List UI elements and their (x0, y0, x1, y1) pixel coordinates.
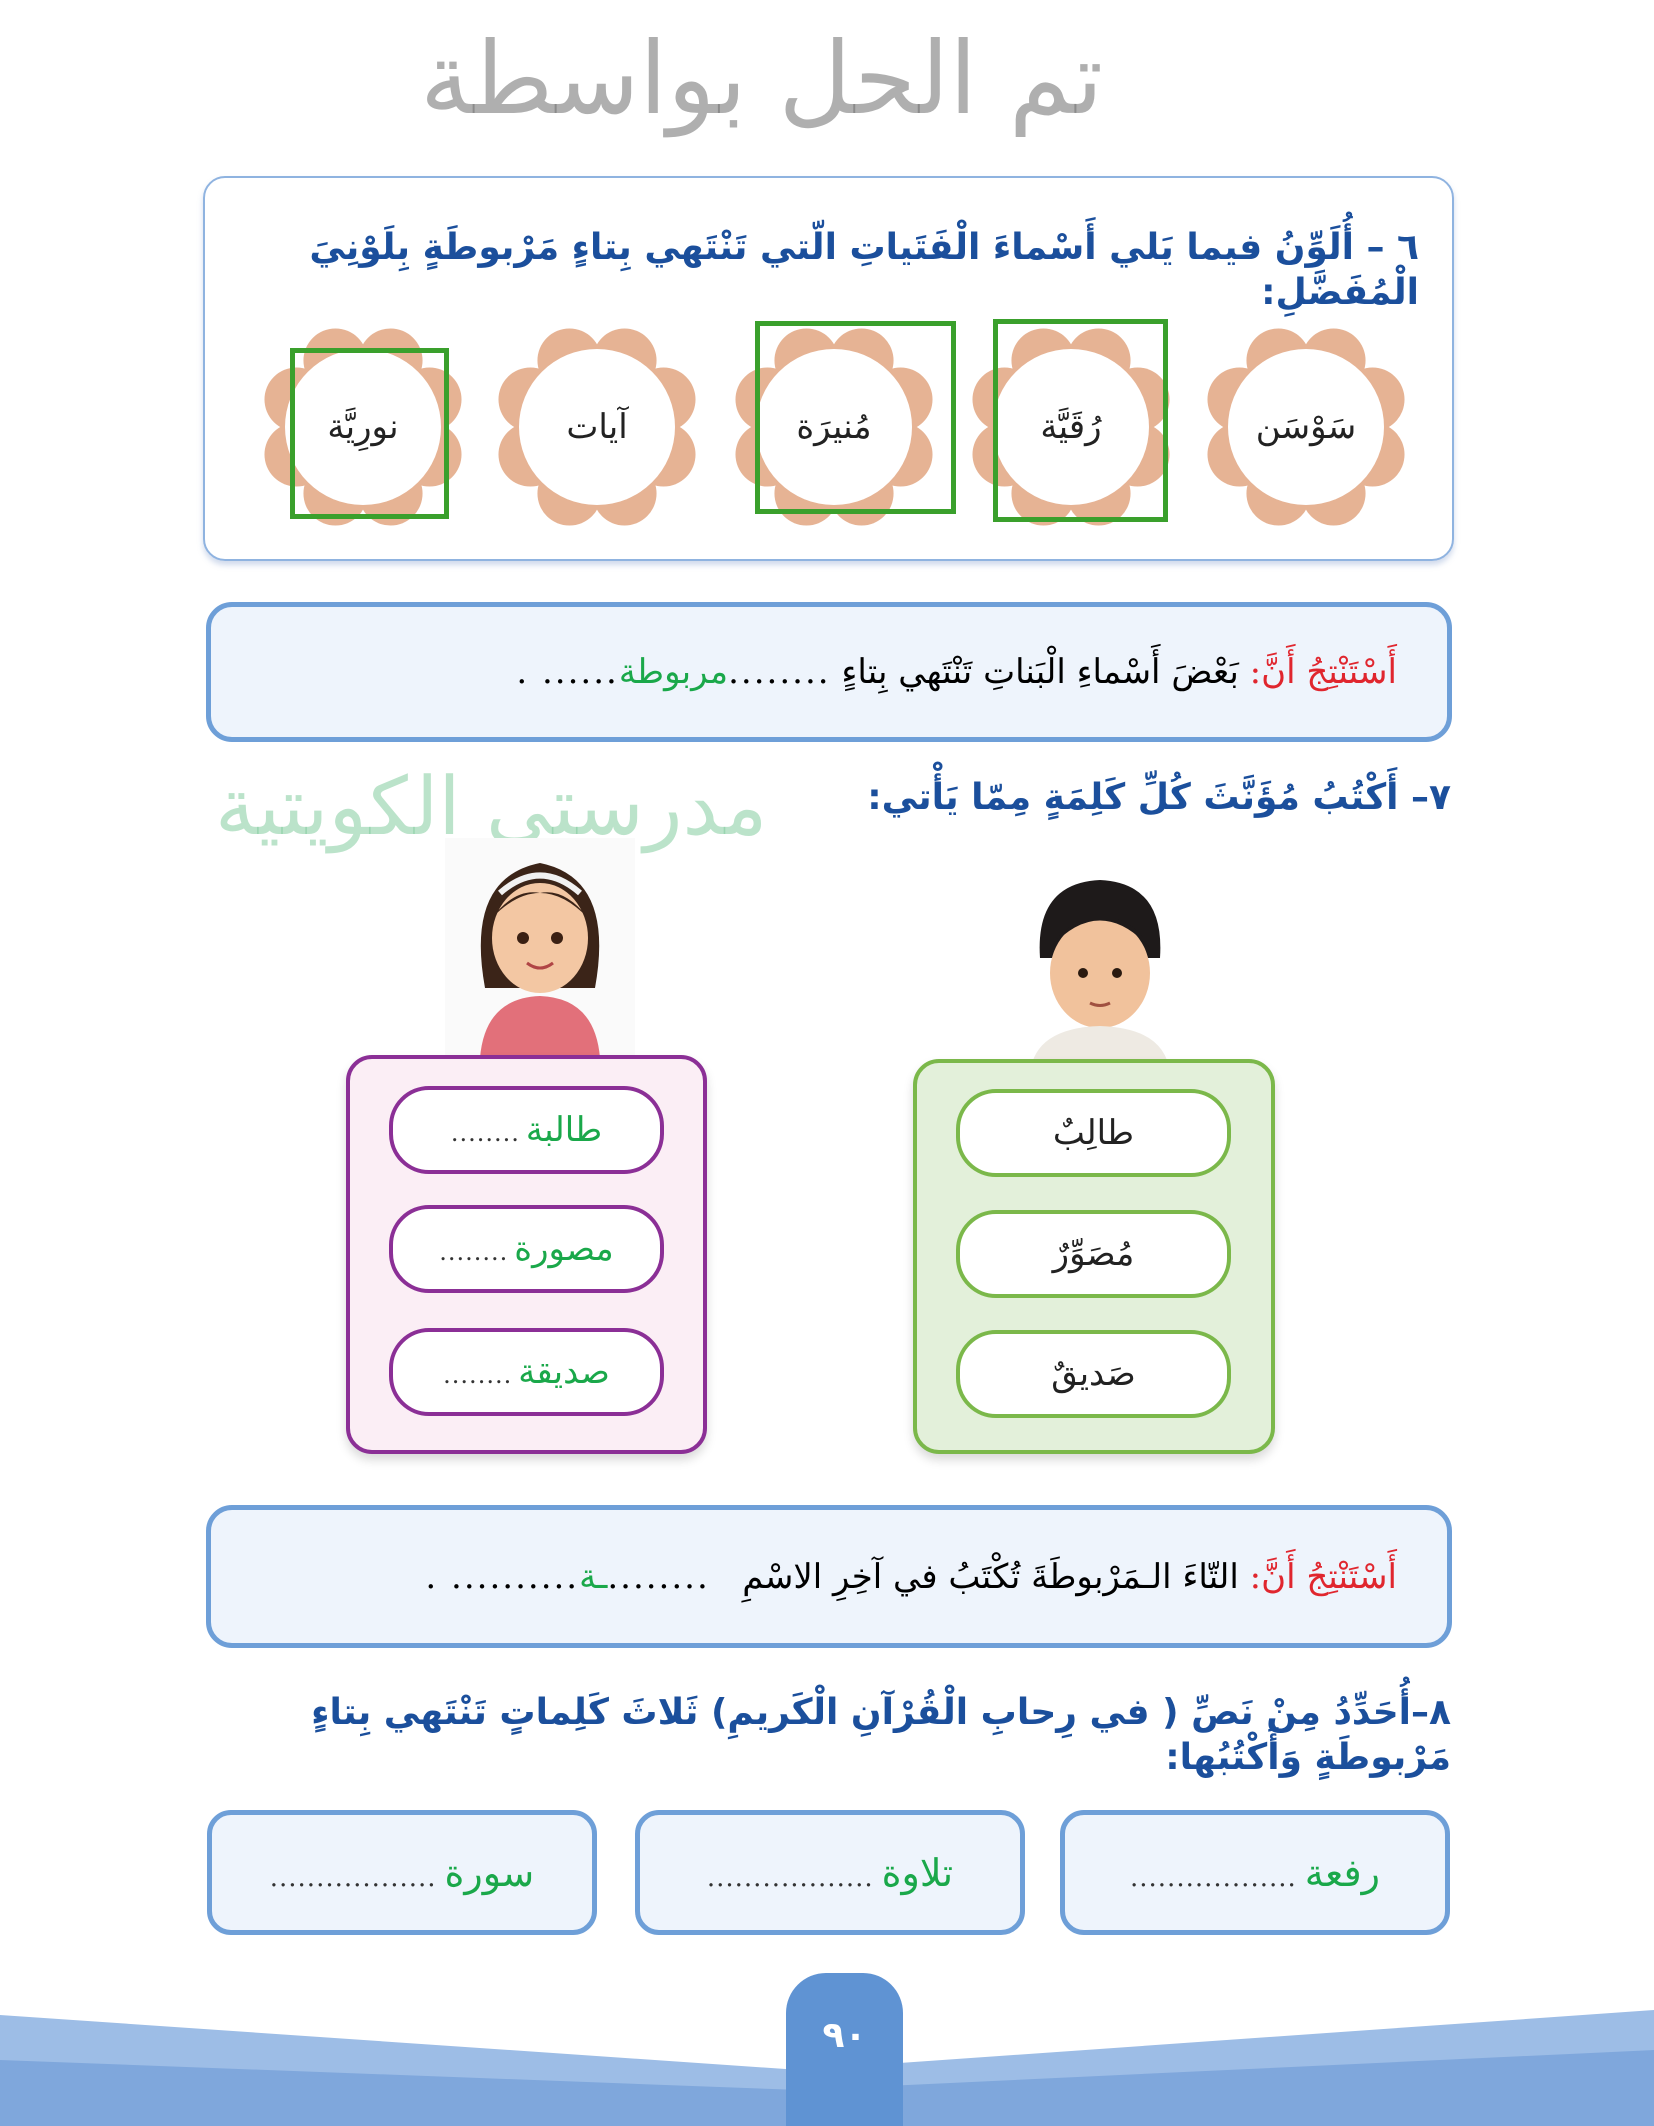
flower-center (285, 349, 441, 505)
page-number: ٩٠ (786, 1973, 903, 2126)
selection-mark (993, 319, 1168, 522)
question-6-title: ٦ – أُلَوِّنُ فيما يَلي أَسْماءَ الْفَتَ… (309, 227, 1419, 313)
answer-text: سورة (444, 1850, 535, 1895)
answer-dots: ........ (439, 1238, 509, 1266)
answer-text: طالبة (525, 1110, 603, 1150)
answer-box[interactable]: رفعة.................. (1060, 1810, 1450, 1935)
flower-icon (498, 328, 696, 526)
feminine-answer-field[interactable]: صديقة........ (389, 1328, 664, 1416)
watermark-line-1: تم الحل بواسطة (420, 20, 1104, 137)
selection-mark (290, 348, 449, 519)
conclusion-2: أَسْتَنْتِجُ أَنَّ: التّاءَ الـمَرْبوطَة… (206, 1505, 1452, 1648)
conclusion-1: أَسْتَنْتِجُ أَنَّ: بَعْضَ أَسْماءِ الْب… (206, 602, 1452, 742)
flower-word[interactable]: آيات (492, 322, 702, 532)
question-7-title: ٧– أَكْتُبُ مُؤَنَّثَ كُلِّ كَلِمَةٍ مِم… (867, 777, 1451, 818)
answer-text: تلاوة (881, 1850, 954, 1895)
question-6-panel (203, 176, 1454, 561)
conclusion-text: بَعْضَ أَسْماءِ الْبَناتِ تَنْتَهي بِتاء… (841, 652, 1239, 692)
answer-text: مصورة (514, 1229, 614, 1269)
flower-center (1228, 349, 1384, 505)
answer-box[interactable]: تلاوة.................. (635, 1810, 1025, 1935)
question-8-title: ٨–أُحَدِّدُ مِنْ نَصِّ ( في رِحابِ الْقُ… (311, 1692, 1451, 1778)
flower-icon (1207, 328, 1405, 526)
answer-box[interactable]: سورة.................. (207, 1810, 597, 1935)
flower-icon (972, 328, 1170, 526)
flower-word[interactable]: رُقَيَّة (966, 322, 1176, 532)
answer-dots: ........ (443, 1361, 513, 1389)
feminine-answer-field[interactable]: طالبة........ (389, 1086, 664, 1174)
feminine-answer-field[interactable]: مصورة........ (389, 1205, 664, 1293)
answer-dots: ........ (728, 652, 831, 692)
flower-center (756, 349, 912, 505)
footer-band (0, 2010, 1654, 2126)
answer-dots: .................. (269, 1862, 437, 1893)
masculine-word: صَديقٌ (956, 1330, 1231, 1418)
answer-text: رفعة (1304, 1850, 1380, 1895)
conclusion-lead: أَسْتَنْتِجُ أَنَّ: (1249, 652, 1397, 692)
boy-illustration (1030, 880, 1170, 1073)
flower-word[interactable]: سَوْسَن (1201, 322, 1411, 532)
answer-text: صديقة (518, 1352, 610, 1392)
conclusion-answer[interactable]: مربوطة (618, 652, 729, 692)
answer-dots: .......... . (425, 1556, 580, 1597)
answer-dots: .................. (706, 1862, 874, 1893)
answer-dots: .................. (1130, 1862, 1297, 1893)
conclusion-lead: أَسْتَنْتِجُ أَنَّ: (1249, 1556, 1397, 1597)
masculine-word: طالِبٌ (956, 1089, 1231, 1177)
girl-illustration (445, 838, 635, 1058)
answer-dots: ........ (450, 1119, 520, 1147)
conclusion-text: التّاءَ الـمَرْبوطَةَ تُكْتَبُ في آخِرِ … (742, 1556, 1239, 1597)
flower-center (519, 349, 675, 505)
flower-center (993, 349, 1149, 505)
answer-dots: ........ (607, 1556, 710, 1597)
answer-dots: ...... . (516, 652, 619, 692)
conclusion-answer[interactable]: ـة (579, 1556, 608, 1597)
selection-mark (755, 321, 956, 514)
masculine-word: مُصَوِّرٌ (956, 1210, 1231, 1298)
